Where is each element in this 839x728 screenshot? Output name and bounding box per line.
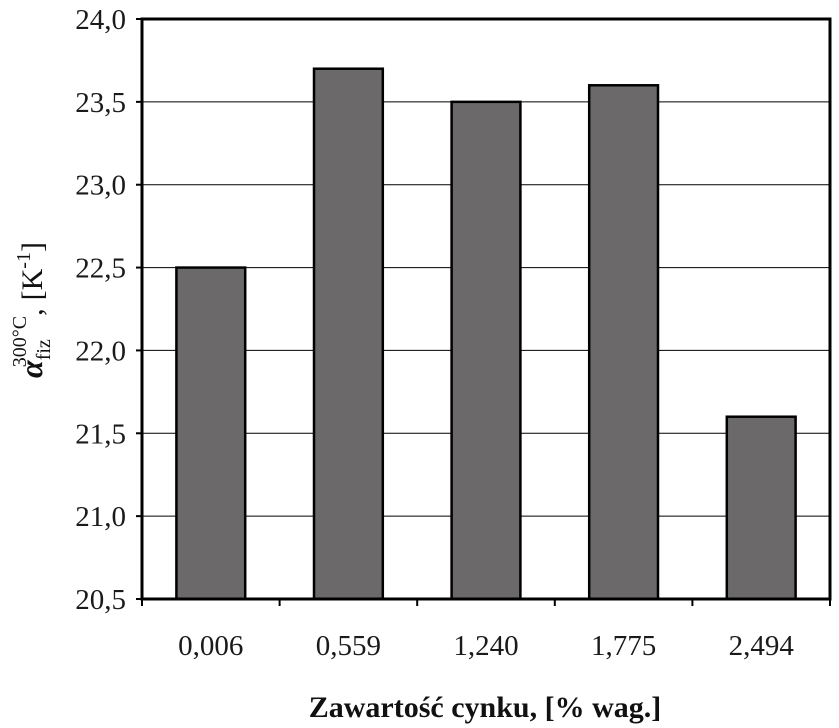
bar [725,415,797,601]
x-tick-label: 0,559 [316,630,381,662]
y-tick-label: 21,0 [75,501,126,533]
y-axis-unit: [K [16,268,49,300]
y-axis-label: αfiz300°C, [K-1] [9,242,55,378]
y-axis-subscript: fiz [33,339,55,360]
y-tick-label: 23,0 [75,170,126,202]
x-tick-label: 1,240 [453,630,518,662]
y-axis-separator: , [16,308,49,316]
x-axis-label: Zawartość cynku, [% wag.] [309,691,662,724]
x-tick-label: 0,006 [178,630,243,662]
x-tick-label: 1,775 [591,630,656,662]
y-tick-label: 21,5 [75,418,126,450]
y-tick-label: 22,0 [75,335,126,367]
svg-text:αfiz300°C,[K-1]: αfiz300°C, [K-1] [9,242,55,378]
plot-frame [140,17,832,601]
y-axis-unit-close: ] [16,242,49,252]
y-axis-ticks: 20,5 21,0 21,5 22,0 22,5 23,0 23,5 24,0 [75,4,142,616]
bars [175,67,797,601]
y-axis-superscript: 300°C [9,316,31,367]
bar [450,100,522,601]
bar [312,67,385,601]
y-tick-label: 23,5 [75,87,126,119]
y-tick-label: 22,5 [75,253,126,285]
bar [175,266,247,601]
y-axis-symbol: α [13,359,49,378]
bar [587,84,660,601]
y-tick-label: 24,0 [75,4,126,36]
x-tick-label: 2,494 [729,630,795,662]
y-tick-label: 20,5 [75,584,126,616]
x-axis-ticks: 0,006 0,559 1,240 1,775 2,494 [141,599,831,662]
y-axis-unit-exponent: -1 [13,252,35,269]
